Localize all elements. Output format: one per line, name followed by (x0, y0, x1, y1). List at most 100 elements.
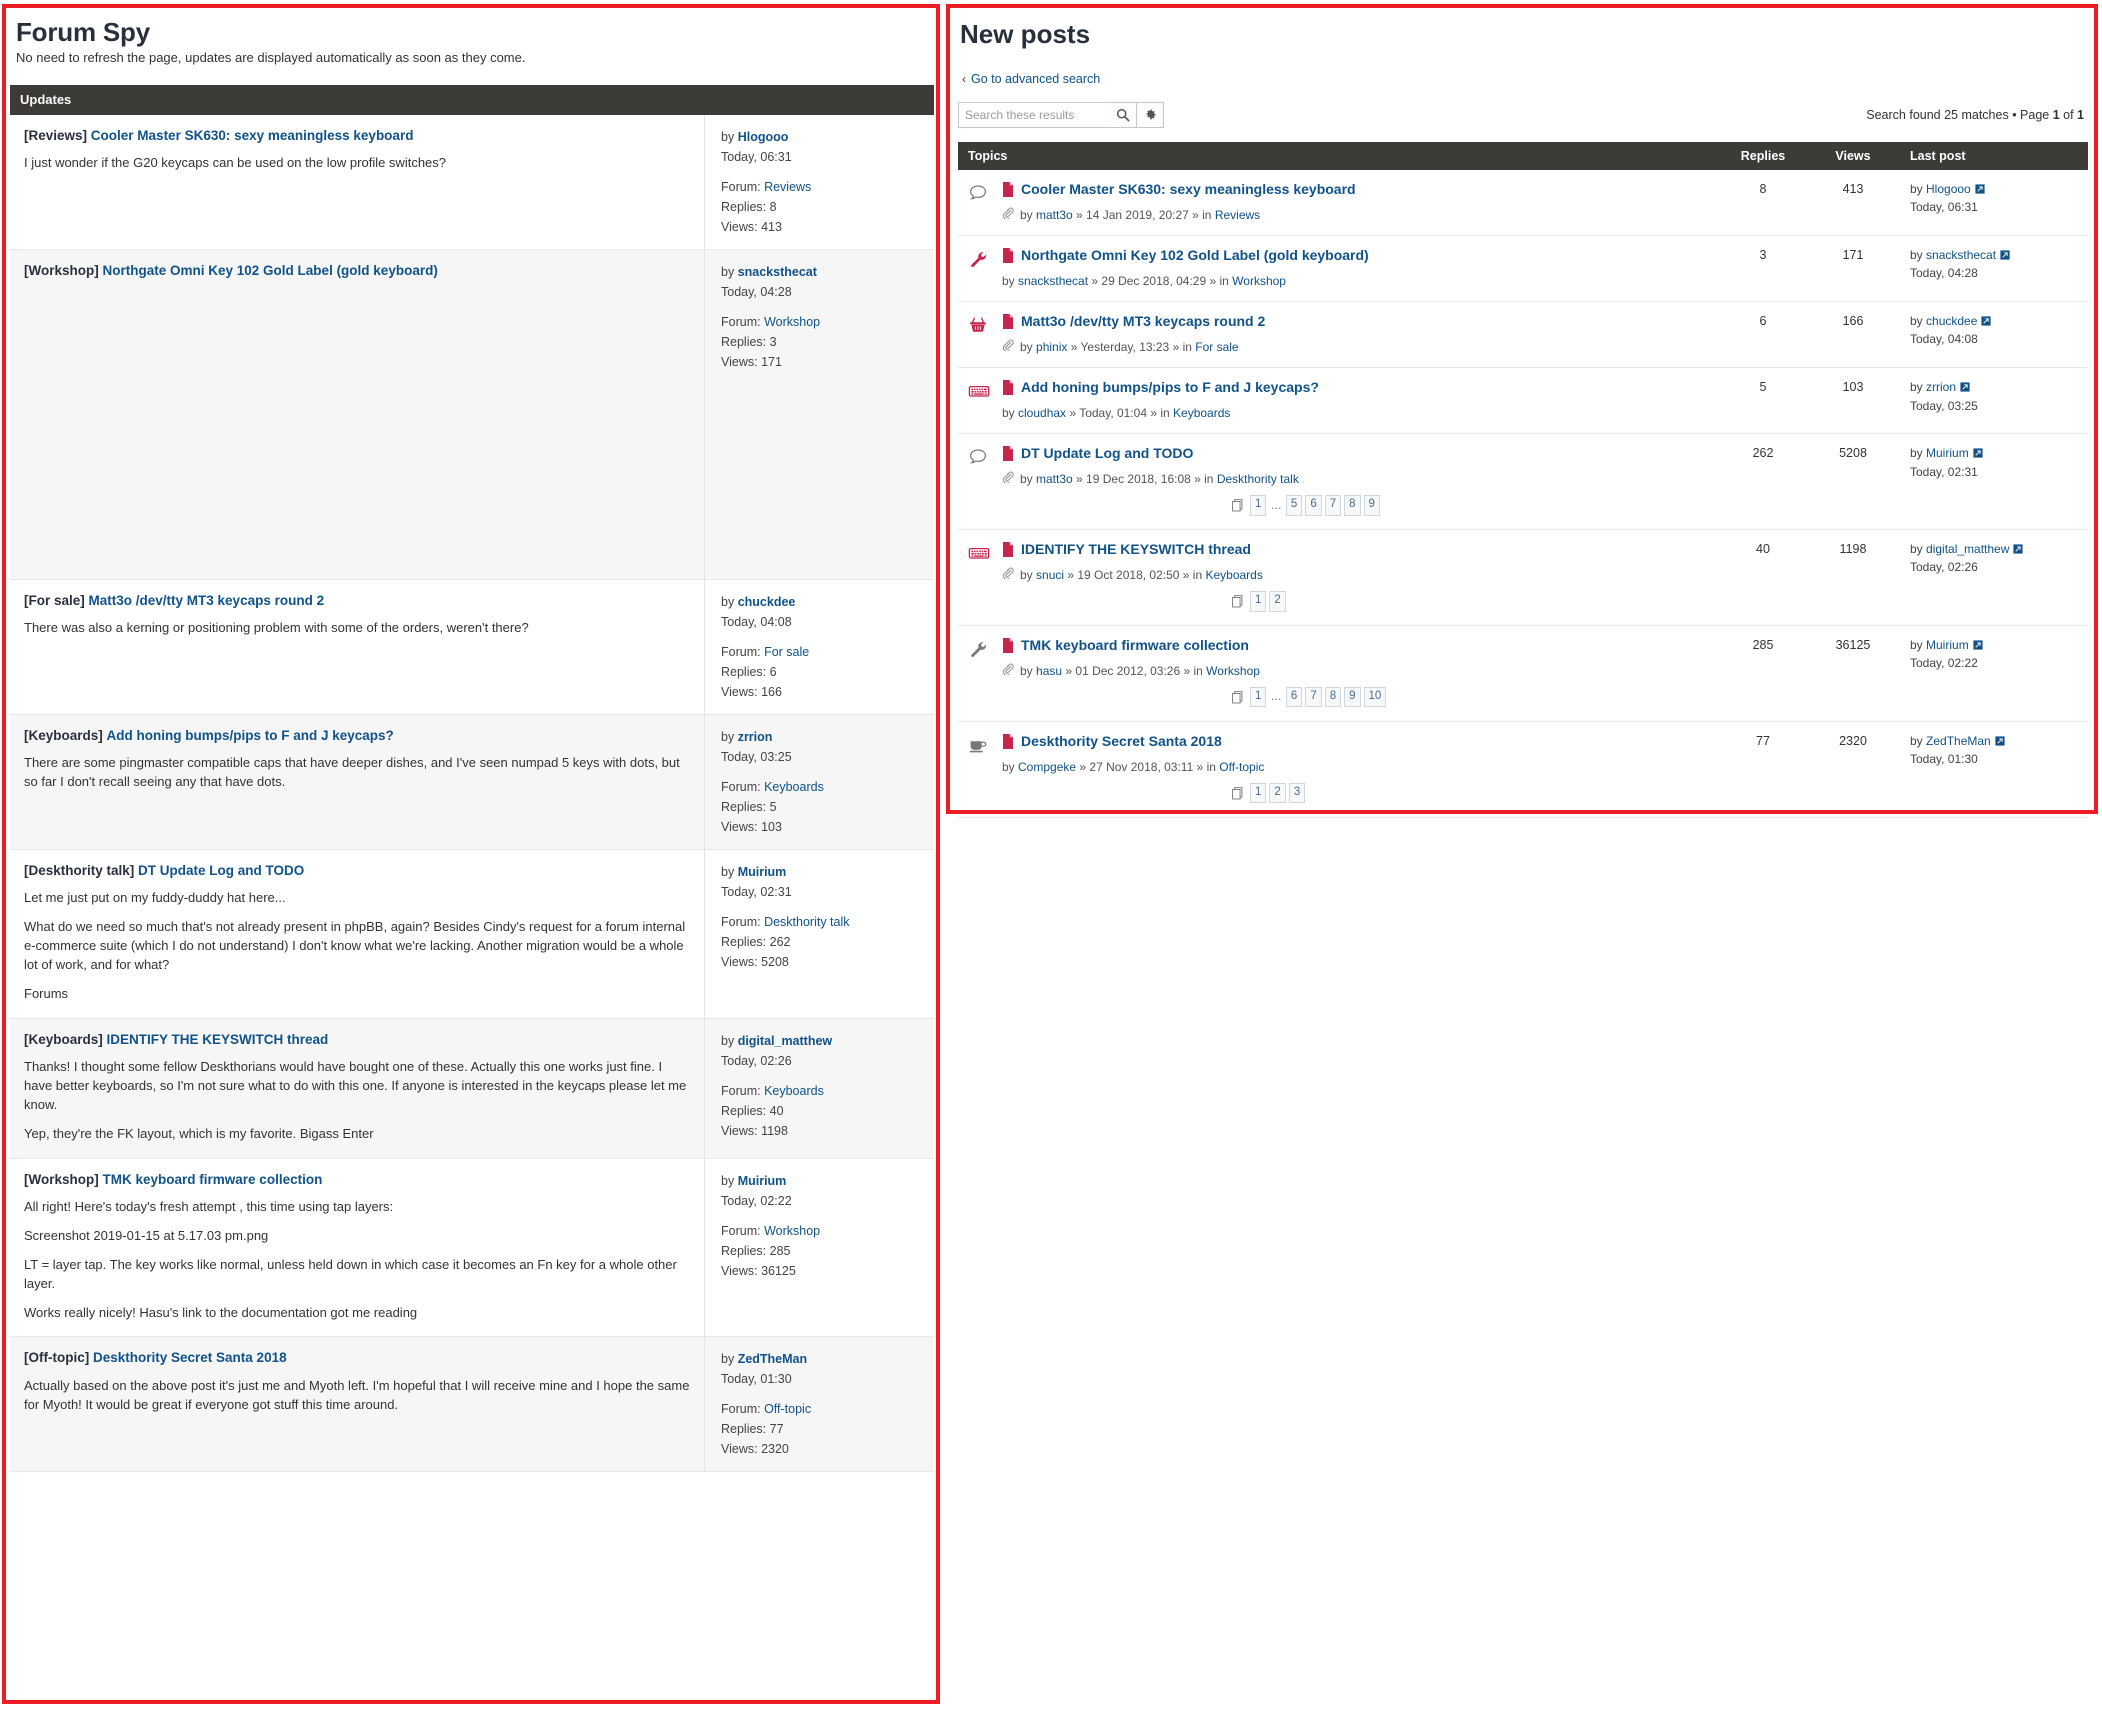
goto-last-post-icon[interactable] (1960, 381, 1970, 395)
topic-author-link[interactable]: cloudhax (1018, 406, 1067, 421)
pagination-page-link[interactable]: 6 (1305, 495, 1322, 516)
last-post-author-link[interactable]: Muirium (1926, 446, 1969, 461)
pagination-page-link[interactable]: 8 (1344, 495, 1361, 516)
forum-spy-item-title-link[interactable]: Add honing bumps/pips to F and J keycaps… (106, 727, 394, 743)
forum-spy-item-replies: Replies: 3 (721, 334, 777, 349)
search-options-button[interactable] (1137, 101, 1164, 128)
forum-spy-item-title-link[interactable]: Cooler Master SK630: sexy meaningless ke… (90, 127, 414, 143)
pagination-page-link[interactable]: 1 (1250, 686, 1267, 708)
topic-author-link[interactable]: matt3o (1036, 472, 1073, 487)
forum-spy-item-forum-link[interactable]: Off-topic (764, 1402, 812, 1417)
last-post-author-link[interactable]: ZedTheMan (1926, 733, 1991, 748)
forum-spy-item-title-link[interactable]: DT Update Log and TODO (138, 862, 305, 878)
goto-last-post-icon[interactable] (2013, 543, 2023, 557)
topic-author-link[interactable]: Compgeke (1018, 759, 1077, 774)
last-post-author-link[interactable]: digital_matthew (1926, 542, 2010, 557)
topic-forum-link[interactable]: Reviews (1214, 207, 1261, 222)
topic-title-link[interactable]: Matt3o /dev/tty MT3 keycaps round 2 (1002, 313, 1265, 330)
pagination-page-link[interactable]: 10 (1363, 686, 1387, 708)
advanced-search-link[interactable]: Go to advanced search (971, 71, 1101, 86)
forum-spy-item-author-link[interactable]: chuckdee (737, 594, 796, 609)
pagination-page-link[interactable]: 1 (1250, 495, 1267, 516)
keyboard-icon (968, 386, 990, 397)
topic-title-link[interactable]: DT Update Log and TODO (1002, 445, 1193, 462)
goto-last-post-icon[interactable] (1981, 315, 1991, 329)
topic-forum-link[interactable]: Keyboards (1173, 406, 1231, 421)
topic-title-link[interactable]: IDENTIFY THE KEYSWITCH thread (1002, 541, 1251, 558)
topic-title-link[interactable]: Add honing bumps/pips to F and J keycaps… (1002, 379, 1319, 396)
topic-forum-link[interactable]: Keyboards (1205, 567, 1263, 582)
topic-title-link[interactable]: Deskthority Secret Santa 2018 (1002, 733, 1222, 750)
topic-author-link[interactable]: hasu (1036, 663, 1063, 678)
column-header-topics[interactable]: Topics (968, 148, 1008, 163)
forum-spy-item-title-link[interactable]: Deskthority Secret Santa 2018 (93, 1350, 287, 1366)
gear-icon (1146, 110, 1155, 120)
goto-last-post-icon[interactable] (1975, 183, 1985, 197)
goto-last-post-icon[interactable] (2000, 249, 2010, 263)
pagination-page-link[interactable]: 6 (1285, 686, 1303, 708)
forum-spy-item-forum-link[interactable]: Keyboards (764, 1083, 824, 1098)
forum-spy-item-author-link[interactable]: Muirium (737, 1173, 787, 1188)
last-post-author-link[interactable]: snacksthecat (1926, 247, 1997, 262)
topic-forum-link[interactable]: Off-topic (1219, 759, 1265, 774)
topic-title-link[interactable]: Cooler Master SK630: sexy meaningless ke… (1002, 181, 1356, 198)
forum-spy-item-forum-link[interactable]: Workshop (764, 314, 821, 329)
forum-spy-item-forum-link[interactable]: Deskthority talk (764, 914, 850, 929)
last-post-author-link[interactable]: Hlogooo (1926, 181, 1971, 196)
column-header-replies[interactable]: Replies (1740, 148, 1786, 163)
forum-spy-item-author-link[interactable]: Muirium (737, 864, 787, 879)
forum-spy-item-author-link[interactable]: zrrion (737, 729, 773, 744)
topic-forum-link[interactable]: Workshop (1206, 663, 1260, 678)
goto-last-post-icon[interactable] (1973, 639, 1983, 653)
pagination-page-link[interactable]: 1 (1250, 782, 1267, 804)
search-input[interactable] (958, 101, 1110, 128)
pagination-page-link[interactable]: 5 (1285, 495, 1303, 516)
pagination-page-link[interactable]: 9 (1363, 495, 1380, 516)
forum-spy-item-forum-link[interactable]: For sale (764, 644, 810, 659)
last-post-author-link[interactable]: zrrion (1926, 380, 1957, 395)
topic-title-link[interactable]: Northgate Omni Key 102 Gold Label (gold … (1002, 247, 1369, 264)
forum-spy-item-forum-link[interactable]: Workshop (764, 1223, 821, 1238)
pagination-page-link[interactable]: 8 (1324, 686, 1342, 708)
pagination-page-link[interactable]: 9 (1344, 686, 1361, 708)
topic-forum-link[interactable]: Workshop (1232, 273, 1286, 288)
forum-spy-item-title-link[interactable]: TMK keyboard firmware collection (102, 1171, 323, 1187)
goto-last-post-icon[interactable] (1995, 735, 2005, 749)
pagination-page-link[interactable]: 7 (1324, 495, 1342, 516)
topic-info: Add honing bumps/pips to F and J keycaps… (1002, 379, 1718, 421)
topic-author-link[interactable]: snuci (1036, 567, 1065, 582)
forum-spy-item-author-link[interactable]: ZedTheMan (737, 1352, 808, 1367)
forum-spy-item-author-line: by zrrion (721, 729, 773, 744)
new-posts-panel: New posts ‹ Go to advanced search Search … (958, 12, 2088, 818)
forum-spy-item-title-link[interactable]: Matt3o /dev/tty MT3 keycaps round 2 (88, 592, 325, 608)
results-prefix: Search found 25 matches • Page (1866, 107, 2053, 122)
pagination-page-link[interactable]: 2 (1269, 591, 1286, 612)
pagination-page-link[interactable]: 2 (1269, 782, 1286, 804)
forum-spy-item-author-link[interactable]: digital_matthew (737, 1033, 833, 1048)
search-submit-button[interactable] (1110, 101, 1137, 128)
topic-forum-link[interactable]: Deskthority talk (1216, 472, 1299, 487)
topic-author-link[interactable]: phinix (1036, 339, 1068, 354)
last-post-author-link[interactable]: chuckdee (1926, 314, 1978, 329)
pagination-page-link[interactable]: 1 (1250, 591, 1267, 612)
topic-forum-link[interactable]: For sale (1195, 339, 1239, 354)
pagination-page-link[interactable]: 7 (1305, 686, 1322, 708)
topic-type-icon (968, 445, 1002, 467)
topic-author-link[interactable]: matt3o (1036, 207, 1073, 222)
goto-last-post-icon[interactable] (1973, 447, 1983, 461)
column-header-last-post[interactable]: Last post (1910, 148, 1966, 163)
topic-author-link[interactable]: snacksthecat (1018, 273, 1089, 288)
forum-spy-item-title-link[interactable]: IDENTIFY THE KEYSWITCH thread (106, 1031, 329, 1047)
forum-spy-item-time: Today, 01:30 (721, 1372, 792, 1387)
pagination-page-link[interactable]: 3 (1288, 782, 1306, 804)
forum-spy-item-author-link[interactable]: snacksthecat (737, 264, 817, 279)
last-post-author-link[interactable]: Muirium (1926, 637, 1969, 652)
topic-title-link[interactable]: TMK keyboard firmware collection (1002, 637, 1249, 654)
forum-spy-item-forum-link[interactable]: Keyboards (764, 779, 824, 794)
forum-spy-item-title-link[interactable]: Northgate Omni Key 102 Gold Label (gold … (102, 262, 438, 278)
last-post-author-line: by Muirium (1910, 637, 2078, 655)
forum-spy-item-author-link[interactable]: Hlogooo (737, 129, 789, 144)
coffee-cup-icon (969, 740, 987, 753)
column-header-views[interactable]: Views (1835, 148, 1871, 163)
forum-spy-item-forum-link[interactable]: Reviews (764, 179, 812, 194)
